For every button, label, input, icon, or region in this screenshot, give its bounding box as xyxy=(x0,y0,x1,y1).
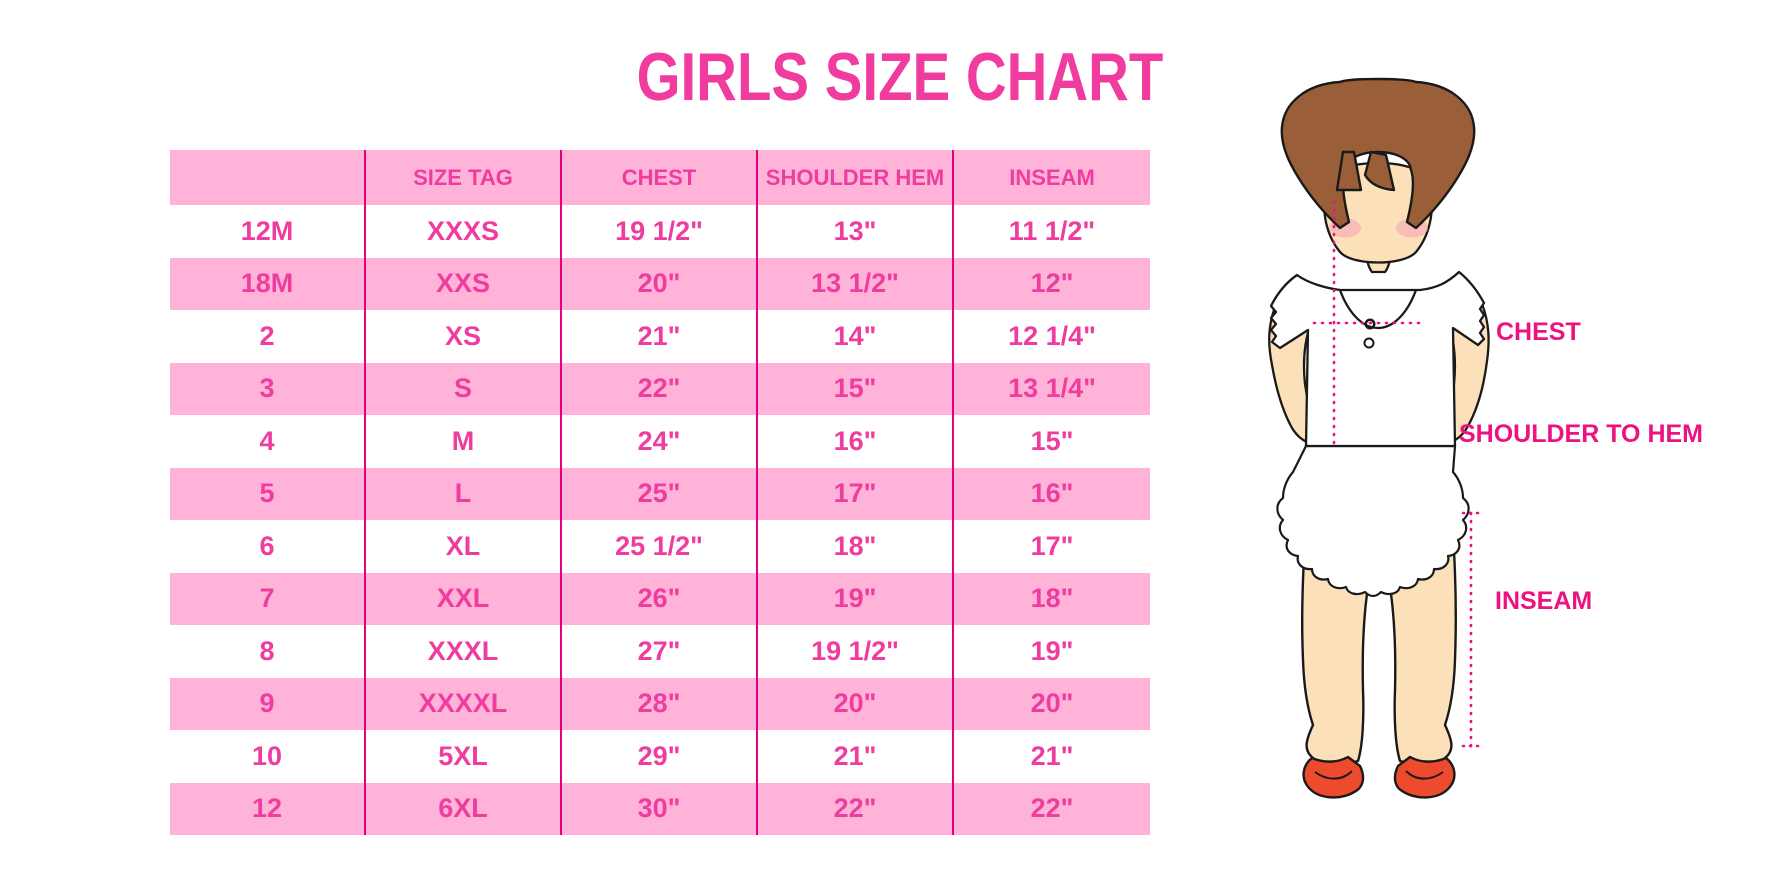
svg-text:SHOULDER TO HEM: SHOULDER TO HEM xyxy=(1459,420,1703,448)
svg-text:INSEAM: INSEAM xyxy=(1495,587,1592,615)
svg-text:CHEST: CHEST xyxy=(1496,318,1581,346)
